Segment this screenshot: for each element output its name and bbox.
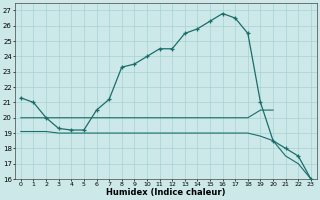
X-axis label: Humidex (Indice chaleur): Humidex (Indice chaleur): [106, 188, 226, 197]
